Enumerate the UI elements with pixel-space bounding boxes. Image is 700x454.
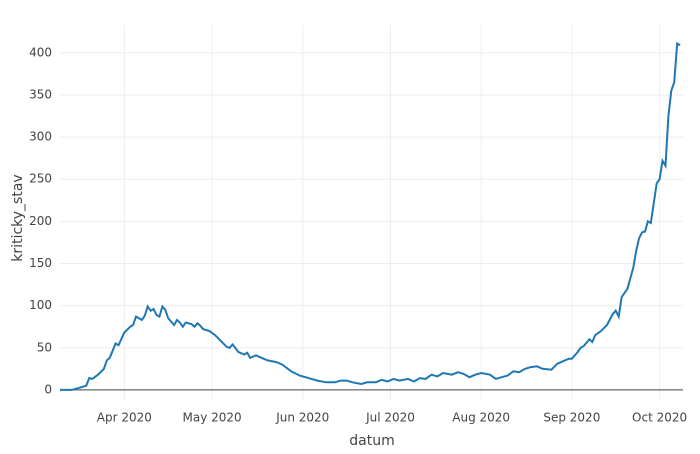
x-tick-label: Jun 2020 xyxy=(275,411,329,425)
y-axis-title: kriticky_stav xyxy=(10,174,26,261)
y-tick-label: 200 xyxy=(29,214,52,228)
x-tick-label: Oct 2020 xyxy=(632,411,687,425)
x-axis-title: datum xyxy=(349,433,394,449)
y-tick-label: 150 xyxy=(29,256,52,270)
y-tick-label: 0 xyxy=(44,382,52,396)
x-tick-label: Jul 2020 xyxy=(365,411,415,425)
x-tick-label: Aug 2020 xyxy=(452,411,510,425)
y-tick-label: 100 xyxy=(29,298,52,312)
y-tick-label: 350 xyxy=(29,87,52,101)
x-tick-label: Sep 2020 xyxy=(543,411,600,425)
x-tick-label: May 2020 xyxy=(183,411,242,425)
y-tick-label: 300 xyxy=(29,130,52,144)
data-line xyxy=(60,41,681,391)
y-tick-label: 50 xyxy=(37,340,52,354)
y-tick-label: 250 xyxy=(29,172,52,186)
y-tick-label: 400 xyxy=(29,45,52,59)
x-tick-label: Apr 2020 xyxy=(97,411,152,425)
